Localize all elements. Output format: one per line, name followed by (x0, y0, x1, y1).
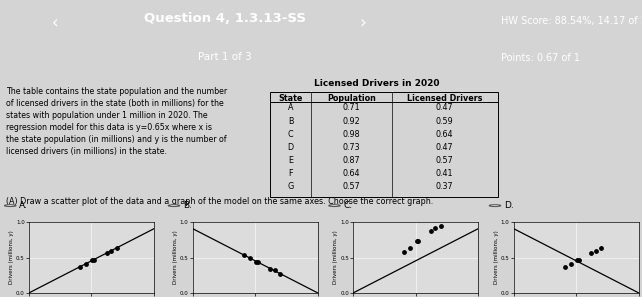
Text: HW Score: 88.54%, 14.17 of 16 points: HW Score: 88.54%, 14.17 of 16 points (501, 16, 642, 26)
Point (412, 239, 422, 244)
Text: Question 4, 1.3.13-SS: Question 4, 1.3.13-SS (144, 12, 306, 25)
Point (566, 262, 576, 266)
Text: Licensed Drivers in 2020: Licensed Drivers in 2020 (315, 78, 440, 88)
Text: 0.59: 0.59 (436, 116, 453, 126)
Text: 0.47: 0.47 (436, 143, 453, 152)
Point (275, 271, 286, 276)
Point (399, 250, 409, 255)
Point (596, 245, 607, 250)
Point (574, 257, 584, 262)
Text: A.: A. (19, 201, 28, 210)
Text: 0.87: 0.87 (343, 156, 360, 165)
Text: Part 1 of 3: Part 1 of 3 (198, 52, 252, 61)
Circle shape (4, 205, 16, 206)
Text: 0.98: 0.98 (343, 129, 360, 139)
Point (572, 257, 582, 262)
Text: State: State (279, 94, 302, 102)
Point (253, 260, 263, 264)
Y-axis label: Drivers (millions, y): Drivers (millions, y) (494, 231, 499, 285)
Circle shape (168, 205, 180, 206)
Y-axis label: Drivers (millions, y): Drivers (millions, y) (333, 231, 338, 285)
Point (245, 255, 255, 260)
Text: 0.37: 0.37 (436, 182, 453, 191)
Text: G: G (288, 182, 293, 191)
Circle shape (489, 205, 501, 206)
Point (430, 226, 440, 231)
Text: C.: C. (343, 201, 352, 210)
Point (81, 262, 91, 266)
Text: 0.41: 0.41 (436, 169, 453, 178)
Point (586, 250, 596, 255)
Text: Licensed Drivers: Licensed Drivers (407, 94, 482, 102)
Text: 0.57: 0.57 (436, 156, 453, 165)
Point (106, 249, 116, 254)
Text: 0.64: 0.64 (436, 129, 453, 139)
Y-axis label: Drivers (millions, y): Drivers (millions, y) (173, 231, 178, 285)
Text: ›: › (360, 14, 366, 32)
Point (405, 246, 415, 250)
Point (251, 260, 261, 264)
Point (74, 264, 85, 269)
Text: 0.71: 0.71 (343, 103, 360, 113)
Text: 0.57: 0.57 (343, 182, 360, 191)
Text: 0.92: 0.92 (343, 116, 360, 126)
Text: D.: D. (504, 201, 514, 210)
Text: F: F (288, 169, 293, 178)
Point (270, 268, 280, 273)
Text: ‹: ‹ (51, 14, 58, 32)
Y-axis label: Drivers (millions, y): Drivers (millions, y) (9, 231, 14, 285)
Point (101, 250, 112, 255)
Text: E: E (288, 156, 293, 165)
Text: (A) Draw a scatter plot of the data and a graph of the model on the same axes. C: (A) Draw a scatter plot of the data and … (6, 197, 433, 206)
Text: 0.47: 0.47 (436, 103, 453, 113)
Point (89, 257, 100, 262)
Text: 0.73: 0.73 (343, 143, 360, 152)
Text: C: C (288, 129, 293, 139)
Circle shape (329, 205, 340, 206)
Text: B.: B. (183, 201, 192, 210)
Text: 0.64: 0.64 (343, 169, 360, 178)
Point (591, 249, 601, 254)
Text: A: A (288, 103, 293, 113)
Text: B: B (288, 116, 293, 126)
Point (426, 228, 436, 233)
Point (436, 223, 446, 228)
Text: The table contains the state population and the number
of licensed drivers in th: The table contains the state population … (6, 87, 227, 157)
Text: D: D (288, 143, 293, 152)
Point (112, 245, 122, 250)
Text: Population: Population (327, 94, 376, 102)
Point (265, 266, 275, 271)
Point (559, 264, 569, 269)
Point (87, 257, 98, 262)
Point (413, 239, 424, 244)
Text: Points: 0.67 of 1: Points: 0.67 of 1 (501, 53, 580, 63)
Point (238, 252, 248, 257)
